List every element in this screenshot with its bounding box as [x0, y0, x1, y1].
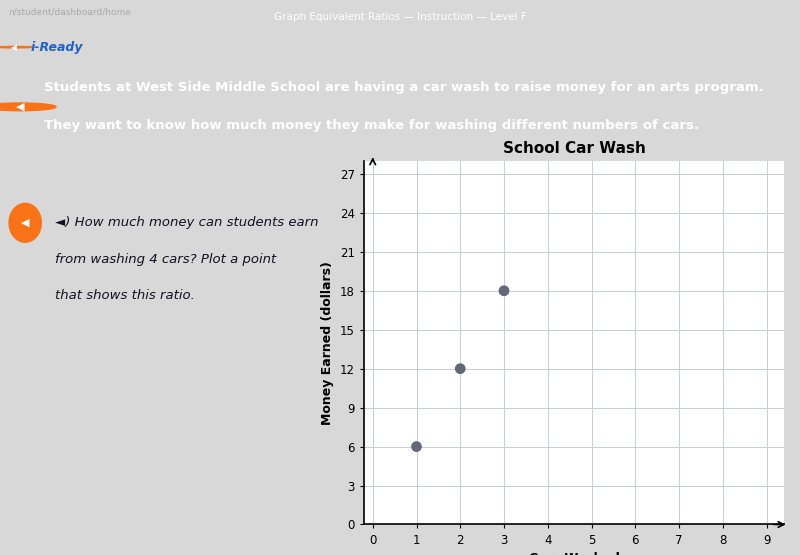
Y-axis label: Money Earned (dollars): Money Earned (dollars) [322, 261, 334, 425]
Text: n/student/dashboard/home: n/student/dashboard/home [8, 8, 131, 17]
Point [454, 364, 466, 373]
Text: ◀: ◀ [21, 218, 30, 228]
X-axis label: Cars Washed: Cars Washed [529, 552, 619, 555]
Point [410, 442, 423, 451]
Text: from washing 4 cars? Plot a point: from washing 4 cars? Plot a point [55, 253, 277, 266]
Text: ◀: ◀ [16, 102, 24, 112]
Text: Students at West Side Middle School are having a car wash to raise money for an : Students at West Side Middle School are … [44, 82, 764, 94]
Title: School Car Wash: School Car Wash [502, 140, 646, 155]
Text: ◀: ◀ [11, 43, 18, 52]
Point [498, 286, 510, 295]
Text: ◄) How much money can students earn: ◄) How much money can students earn [55, 216, 319, 229]
Circle shape [0, 47, 32, 48]
Text: that shows this ratio.: that shows this ratio. [55, 289, 195, 302]
Text: i-Ready: i-Ready [30, 41, 83, 54]
Circle shape [9, 203, 42, 242]
Text: They want to know how much money they make for washing different numbers of cars: They want to know how much money they ma… [44, 119, 699, 132]
Text: Graph Equivalent Ratios — Instruction — Level F: Graph Equivalent Ratios — Instruction — … [274, 12, 526, 22]
Circle shape [0, 103, 56, 110]
